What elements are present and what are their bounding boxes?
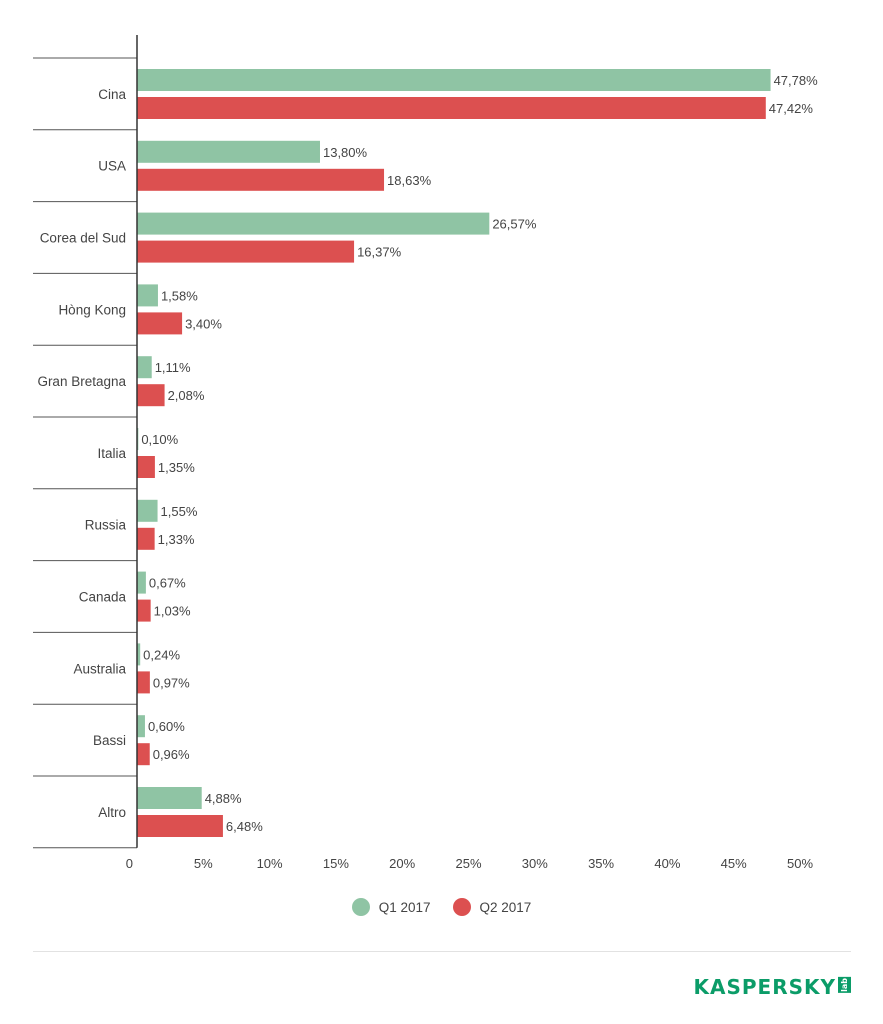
data-label: 2,08%: [168, 388, 205, 403]
footer-divider: [33, 951, 851, 952]
data-label: 4,88%: [205, 791, 242, 806]
data-label: 1,03%: [154, 604, 191, 619]
data-label: 0,96%: [153, 747, 190, 762]
data-label: 0,24%: [143, 647, 180, 662]
bar-q2: [137, 97, 766, 119]
category-label: Gran Bretagna: [37, 374, 126, 389]
data-label: 13,80%: [323, 145, 368, 160]
x-tick-label: 0: [126, 856, 133, 871]
category-label: Italia: [97, 446, 126, 461]
logo-lab-badge: lab: [838, 977, 851, 993]
x-tick-label: 40%: [654, 856, 680, 871]
x-tick-label: 10%: [257, 856, 283, 871]
bar-q1: [137, 643, 141, 666]
bar-q2: [137, 312, 183, 335]
bar-q2: [137, 599, 151, 622]
data-label: 1,58%: [161, 288, 198, 303]
category-label: Canada: [79, 590, 127, 605]
data-label: 16,37%: [357, 245, 402, 260]
data-label: 1,35%: [158, 460, 195, 475]
data-label: 1,33%: [158, 532, 195, 547]
legend-label-q2: Q2 2017: [479, 899, 532, 915]
x-tick-label: 50%: [787, 856, 813, 871]
bar-q1: [137, 284, 158, 307]
x-tick-label: 45%: [721, 856, 747, 871]
data-label: 3,40%: [185, 316, 222, 331]
bar-q2: [137, 240, 355, 263]
logo-text: KASPERSKY: [693, 975, 836, 999]
x-tick-label: 15%: [323, 856, 349, 871]
legend-item-q2[interactable]: Q2 2017: [452, 898, 532, 916]
legend-label-q1: Q1 2017: [378, 899, 431, 915]
bar-q2: [137, 168, 385, 191]
category-label: Australia: [73, 661, 126, 676]
data-label: 26,57%: [492, 217, 537, 232]
bar-q1: [137, 787, 202, 809]
bar-q2: [137, 743, 150, 766]
data-label: 18,63%: [387, 173, 432, 188]
data-label: 0,97%: [153, 675, 190, 690]
kaspersky-lab-logo: KASPERSKY lab: [693, 975, 851, 999]
chart-legend: Q1 2017 Q2 2017: [0, 898, 883, 916]
bar-q2: [137, 815, 223, 837]
x-tick-label: 20%: [389, 856, 415, 871]
category-label: Bassi: [93, 733, 126, 748]
x-tick-label: 25%: [455, 856, 481, 871]
bar-q1: [137, 140, 320, 163]
data-label: 0,67%: [149, 576, 186, 591]
bar-q2: [137, 384, 165, 407]
bar-q2: [137, 456, 155, 478]
bar-chart: Cina 47,78% 47,42% USA 13,80% 18,63% Corea del…: [33, 35, 819, 871]
x-tick-label: 30%: [522, 856, 548, 871]
bar-q1: [137, 69, 771, 91]
legend-item-q1[interactable]: Q1 2017: [351, 898, 431, 916]
data-label: 1,55%: [161, 504, 198, 519]
category-label: USA: [98, 159, 126, 174]
category-label: Cina: [98, 87, 126, 102]
data-label: 6,48%: [226, 819, 263, 834]
data-label: 1,11%: [155, 360, 191, 375]
bar-q1: [137, 571, 146, 594]
bar-q2: [137, 527, 155, 550]
data-label: 47,78%: [774, 73, 819, 88]
data-label: 47,42%: [769, 101, 814, 116]
legend-swatch-q1: [351, 898, 370, 916]
data-label: 0,60%: [148, 719, 185, 734]
bar-q1: [137, 212, 490, 235]
bar-q1: [137, 715, 145, 738]
x-tick-label: 35%: [588, 856, 614, 871]
category-label: Corea del Sud: [40, 231, 126, 246]
data-label: 0,10%: [141, 432, 178, 447]
category-label: Altro: [98, 805, 126, 820]
x-tick-label: 5%: [194, 856, 213, 871]
category-label: Russia: [85, 518, 127, 533]
bar-q2: [137, 671, 150, 694]
category-label: Hòng Kong: [58, 302, 126, 317]
legend-swatch-q2: [452, 898, 471, 916]
bar-q1: [137, 499, 158, 522]
bar-q1: [137, 356, 152, 379]
